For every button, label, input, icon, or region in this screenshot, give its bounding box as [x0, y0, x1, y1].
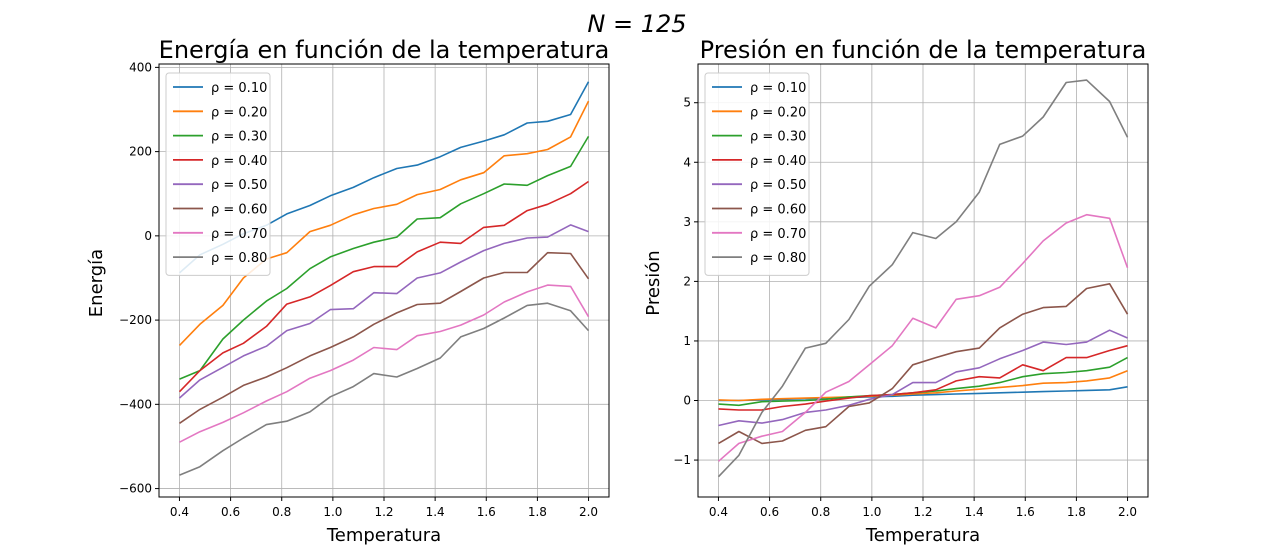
energy-x-tick-label: 0.6 — [221, 505, 240, 519]
pressure-series-line-5 — [718, 329, 1128, 427]
energy-legend-label-3: ρ = 0.30 — [211, 130, 267, 145]
pressure-y-tick-label: 0 — [683, 394, 691, 408]
pressure-x-tick-label: 1.0 — [862, 505, 881, 519]
energy-y-tick-label: 0 — [144, 229, 152, 243]
pressure-series-line-4 — [718, 344, 1128, 411]
energy-series-line-7 — [179, 284, 590, 443]
energy-series-line-8 — [179, 302, 590, 476]
pressure-x-axis-label: Temperatura — [865, 525, 980, 546]
pressure-series-line-2 — [718, 369, 1128, 402]
energy-legend-label-1: ρ = 0.10 — [211, 81, 267, 96]
energy-x-tick-label: 1.4 — [426, 505, 445, 519]
pressure-series-line-8 — [717, 79, 1129, 478]
pressure-legend-label-8: ρ = 0.80 — [750, 251, 806, 266]
energy-x-tick-label: 1.8 — [528, 505, 547, 519]
energy-legend — [165, 72, 271, 276]
figure-suptitle: N = 125 — [587, 10, 686, 38]
pressure-x-tick-label: 0.6 — [760, 505, 779, 519]
pressure-legend — [704, 72, 810, 276]
pressure-x-tick-label: 2.0 — [1118, 505, 1137, 519]
pressure-legend-label-3: ρ = 0.30 — [750, 130, 806, 145]
energy-x-tick-label: 2.0 — [579, 505, 598, 519]
energy-y-tick-label: 400 — [129, 60, 152, 74]
pressure-y-tick-label: 2 — [683, 274, 691, 288]
energy-series-line-5 — [178, 224, 589, 399]
energy-series-line-3 — [179, 135, 590, 380]
pressure-chart-title: Presión en función de la temperatura — [700, 36, 1147, 64]
pressure-series-line-7 — [717, 213, 1129, 462]
pressure-y-axis-label: Presión — [643, 250, 664, 315]
pressure-x-tick-label: 1.2 — [913, 505, 932, 519]
energy-chart: Energía en función de la temperatura Tem… — [86, 36, 610, 546]
energy-y-axis-label: Energía — [86, 249, 107, 317]
energy-series-line-4 — [178, 180, 589, 393]
pressure-legend-label-2: ρ = 0.20 — [750, 105, 806, 120]
energy-legend-label-7: ρ = 0.70 — [211, 227, 267, 242]
pressure-x-tick-label: 1.4 — [965, 505, 984, 519]
pressure-y-tick-label: 5 — [683, 96, 691, 110]
pressure-x-tick-label: 1.6 — [1016, 505, 1035, 519]
pressure-legend-label-7: ρ = 0.70 — [750, 227, 806, 242]
energy-x-tick-label: 1.0 — [323, 505, 342, 519]
pressure-y-tick-label: 1 — [683, 334, 691, 348]
energy-y-tick-label: −200 — [119, 313, 152, 327]
pressure-legend-label-6: ρ = 0.60 — [750, 203, 806, 218]
energy-y-tick-label: 200 — [129, 145, 152, 159]
pressure-chart: Presión en función de la temperatura Tem… — [643, 36, 1149, 546]
pressure-y-tick-label: 3 — [683, 215, 691, 229]
energy-y-tick-label: −400 — [119, 397, 152, 411]
energy-x-tick-label: 1.2 — [374, 505, 393, 519]
energy-y-tick-label: −600 — [119, 482, 152, 496]
pressure-legend-label-4: ρ = 0.40 — [750, 154, 806, 169]
energy-legend-label-2: ρ = 0.20 — [211, 105, 267, 120]
pressure-legend-label-1: ρ = 0.10 — [750, 81, 806, 96]
pressure-x-tick-label: 0.8 — [811, 505, 830, 519]
energy-x-tick-label: 0.4 — [170, 505, 189, 519]
pressure-x-tick-label: 0.4 — [709, 505, 728, 519]
energy-x-axis-label: Temperatura — [326, 525, 441, 546]
energy-x-tick-label: 1.6 — [477, 505, 496, 519]
energy-legend-label-4: ρ = 0.40 — [211, 154, 267, 169]
energy-x-tick-label: 0.8 — [272, 505, 291, 519]
pressure-series-line-6 — [718, 282, 1129, 445]
energy-legend-label-8: ρ = 0.80 — [211, 251, 267, 266]
pressure-y-tick-label: −1 — [673, 453, 691, 467]
pressure-x-tick-label: 1.8 — [1067, 505, 1086, 519]
energy-legend-label-5: ρ = 0.50 — [211, 178, 267, 193]
pressure-y-tick-label: 4 — [683, 155, 691, 169]
energy-legend-label-6: ρ = 0.60 — [211, 203, 267, 218]
energy-series-line-6 — [179, 251, 590, 424]
pressure-legend-label-5: ρ = 0.50 — [750, 178, 806, 193]
energy-chart-title: Energía en función de la temperatura — [159, 36, 610, 64]
